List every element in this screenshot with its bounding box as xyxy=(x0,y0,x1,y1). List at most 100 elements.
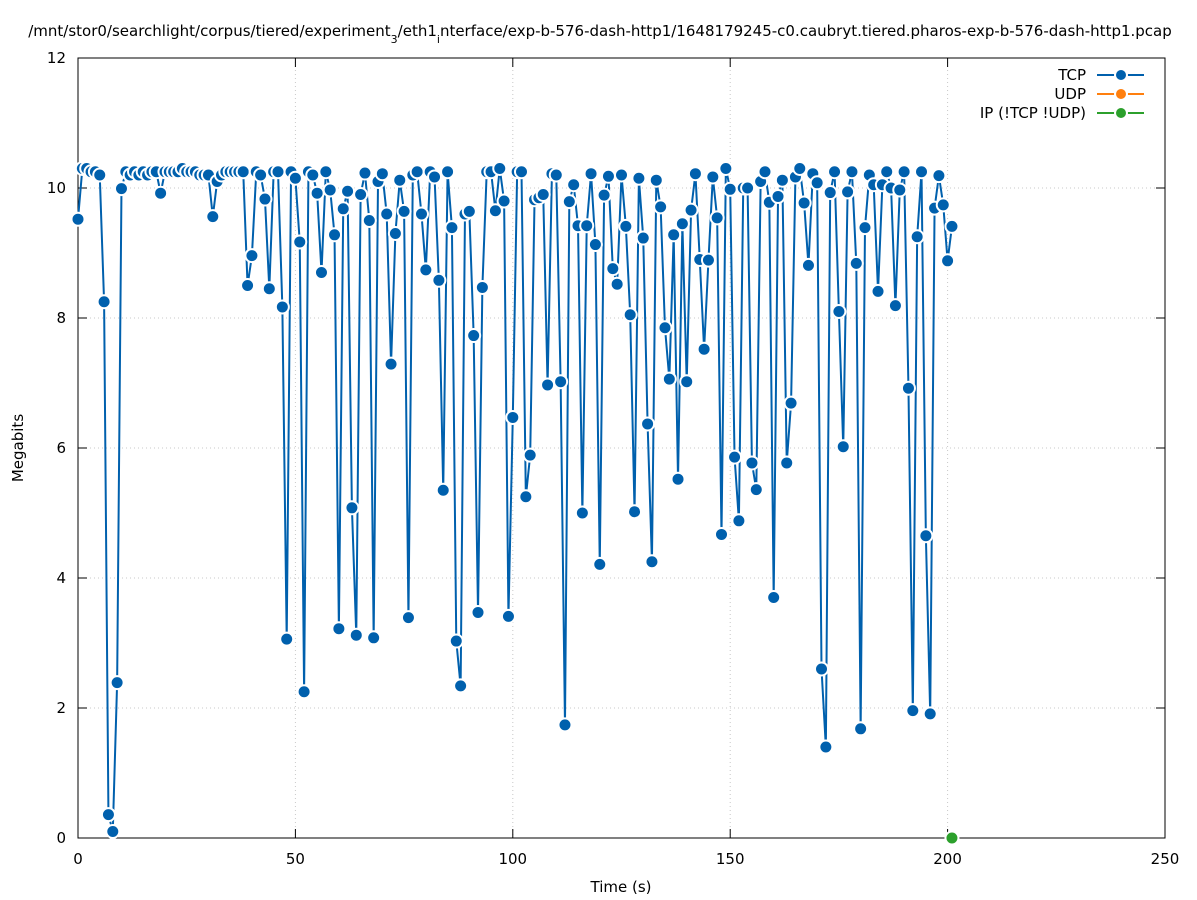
data-point xyxy=(914,164,930,180)
data-point xyxy=(779,455,795,471)
data-point xyxy=(592,556,608,572)
data-point xyxy=(770,188,786,204)
data-point xyxy=(727,449,743,465)
data-point xyxy=(379,206,395,222)
data-point xyxy=(427,169,443,185)
data-point xyxy=(705,169,721,185)
legend-label: TCP xyxy=(1057,66,1086,84)
data-point xyxy=(718,161,734,176)
data-point xyxy=(922,706,938,722)
data-point xyxy=(540,377,556,393)
data-point xyxy=(905,703,921,719)
data-point xyxy=(448,633,464,649)
data-point xyxy=(618,218,634,234)
data-point xyxy=(844,164,860,180)
data-point xyxy=(548,167,564,183)
data-point xyxy=(383,356,399,372)
data-point xyxy=(840,184,856,200)
data-point xyxy=(822,185,838,201)
data-point xyxy=(687,166,703,182)
x-tick-label: 150 xyxy=(716,850,745,868)
data-point xyxy=(522,447,538,463)
data-point xyxy=(313,265,329,280)
data-point xyxy=(940,253,956,269)
data-point xyxy=(574,505,590,521)
data-point xyxy=(557,717,573,733)
x-tick-label: 200 xyxy=(933,850,962,868)
series-0 xyxy=(70,161,960,839)
data-point xyxy=(644,554,660,570)
data-point xyxy=(109,675,125,691)
data-point xyxy=(596,187,612,203)
data-point xyxy=(270,164,286,180)
y-axis-label: Megabits xyxy=(9,414,27,482)
data-point xyxy=(896,164,912,180)
data-point xyxy=(561,194,577,210)
data-point xyxy=(274,299,290,315)
data-point xyxy=(935,197,951,213)
data-point xyxy=(631,170,647,186)
data-point xyxy=(392,172,408,188)
data-point xyxy=(70,211,86,227)
data-point xyxy=(340,183,356,199)
data-point xyxy=(279,631,295,647)
data-point xyxy=(113,181,129,197)
data-point xyxy=(431,272,447,288)
data-point xyxy=(609,276,625,292)
data-point xyxy=(666,227,682,243)
data-point xyxy=(835,439,851,455)
data-point xyxy=(100,807,116,823)
x-tick-label: 100 xyxy=(498,850,527,868)
legend-swatch-marker xyxy=(1114,68,1128,82)
data-point xyxy=(387,226,403,241)
data-point xyxy=(648,172,664,188)
x-tick-label: 250 xyxy=(1151,850,1180,868)
data-point xyxy=(918,528,934,544)
data-point xyxy=(700,252,716,268)
data-point xyxy=(327,227,343,243)
data-point xyxy=(766,590,782,605)
data-point xyxy=(440,164,456,180)
data-point xyxy=(783,395,799,411)
chart-title: /mnt/stor0/searchlight/corpus/tiered/exp… xyxy=(28,22,1172,46)
data-point xyxy=(396,203,412,219)
data-point xyxy=(240,278,256,293)
x-tick-label: 0 xyxy=(73,850,83,868)
data-point xyxy=(900,380,916,396)
y-tick-label: 6 xyxy=(56,439,66,457)
data-point xyxy=(418,262,434,278)
legend-label: UDP xyxy=(1054,85,1086,103)
data-point xyxy=(466,328,482,344)
y-tick-label: 0 xyxy=(56,829,66,847)
data-point xyxy=(722,181,738,197)
data-point xyxy=(487,203,503,219)
data-point xyxy=(714,526,730,542)
data-point xyxy=(627,504,643,520)
data-point xyxy=(774,172,790,188)
data-point xyxy=(600,168,616,184)
y-tick-label: 2 xyxy=(56,699,66,717)
data-point xyxy=(96,294,112,310)
data-point xyxy=(518,489,534,505)
x-axis-ticks: 0 50 100 150 200 250 xyxy=(73,58,1179,868)
data-point xyxy=(500,608,516,624)
data-point xyxy=(374,166,390,182)
data-point xyxy=(413,206,429,222)
data-point xyxy=(931,168,947,184)
data-point xyxy=(605,261,621,277)
x-tick-label: 50 xyxy=(286,850,305,868)
data-point xyxy=(505,409,521,425)
data-point xyxy=(566,177,582,193)
data-point xyxy=(809,175,825,191)
data-point xyxy=(748,482,764,498)
data-point xyxy=(683,202,699,218)
data-point xyxy=(461,203,477,219)
data-point xyxy=(944,830,960,846)
plot-frame xyxy=(77,57,1166,839)
x-axis-label: Time (s) xyxy=(590,878,652,896)
data-point xyxy=(579,218,595,234)
data-point xyxy=(853,721,869,737)
data-point xyxy=(305,167,321,183)
data-point xyxy=(800,257,816,273)
